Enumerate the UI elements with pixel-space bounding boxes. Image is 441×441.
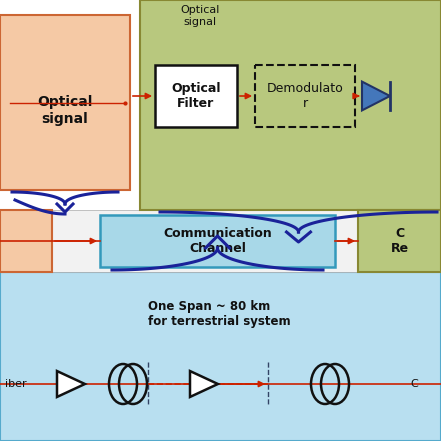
Bar: [0, 210, 441, 272]
Bar: [140, 0, 441, 210]
Bar: [358, 210, 441, 272]
Polygon shape: [362, 82, 390, 110]
Text: C: C: [410, 379, 418, 389]
Bar: [100, 215, 335, 267]
Bar: [0, 15, 130, 190]
Text: Communication
Channel: Communication Channel: [163, 227, 272, 255]
Text: Demodulato
r: Demodulato r: [267, 82, 344, 110]
Bar: [0, 272, 441, 441]
Text: One Span ~ 80 km
for terrestrial system: One Span ~ 80 km for terrestrial system: [148, 300, 291, 328]
Bar: [0, 210, 52, 272]
Text: C
Re: C Re: [390, 227, 408, 255]
Text: iber: iber: [5, 379, 26, 389]
Polygon shape: [190, 371, 218, 397]
Text: Optical
signal: Optical signal: [180, 5, 220, 26]
Bar: [255, 65, 355, 127]
Text: Optical
Filter: Optical Filter: [171, 82, 221, 110]
Polygon shape: [57, 371, 85, 397]
Bar: [155, 65, 237, 127]
Text: Optical
signal: Optical signal: [37, 95, 93, 126]
